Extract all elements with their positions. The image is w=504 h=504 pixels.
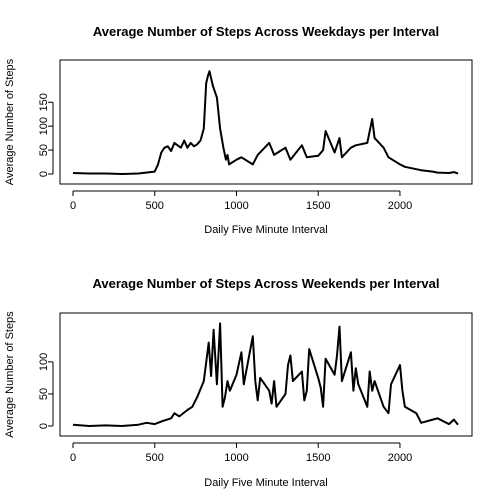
x-tick-label: 1000 [224, 200, 248, 212]
y-tick-label: 50 [38, 144, 50, 156]
x-tick-label: 500 [146, 200, 164, 212]
y-tick-label: 0 [38, 423, 50, 429]
plot-frame [59, 312, 473, 437]
series-line [72, 322, 459, 427]
x-tick-label: 1000 [224, 452, 248, 464]
y-tick-label: 0 [38, 171, 50, 177]
x-axis-label: Daily Five Minute Interval [204, 224, 328, 236]
chart-panel-1: Average Number of Steps Across Weekdays … [4, 24, 473, 236]
x-tick-label: 2000 [388, 200, 412, 212]
plot-frame [59, 59, 473, 185]
x-tick-label: 0 [70, 452, 76, 464]
y-tick-label: 150 [38, 93, 50, 111]
x-axis-label: Daily Five Minute Interval [204, 477, 328, 489]
x-tick-label: 2000 [388, 452, 412, 464]
y-tick-label: 50 [38, 388, 50, 400]
y-tick-label: 100 [38, 353, 50, 371]
x-tick-label: 1500 [306, 452, 330, 464]
x-tick-label: 0 [70, 200, 76, 212]
y-axis-label: Average Number of Steps [4, 58, 16, 185]
chart-title: Average Number of Steps Across Weekdays … [93, 24, 439, 39]
chart-panel-2: Average Number of Steps Across Weekends … [4, 276, 473, 489]
x-tick-label: 1500 [306, 200, 330, 212]
chart-title: Average Number of Steps Across Weekends … [92, 276, 439, 291]
y-tick-label: 100 [38, 117, 50, 135]
x-tick-label: 500 [146, 452, 164, 464]
series-line [72, 70, 459, 175]
y-axis-label: Average Number of Steps [4, 311, 16, 438]
